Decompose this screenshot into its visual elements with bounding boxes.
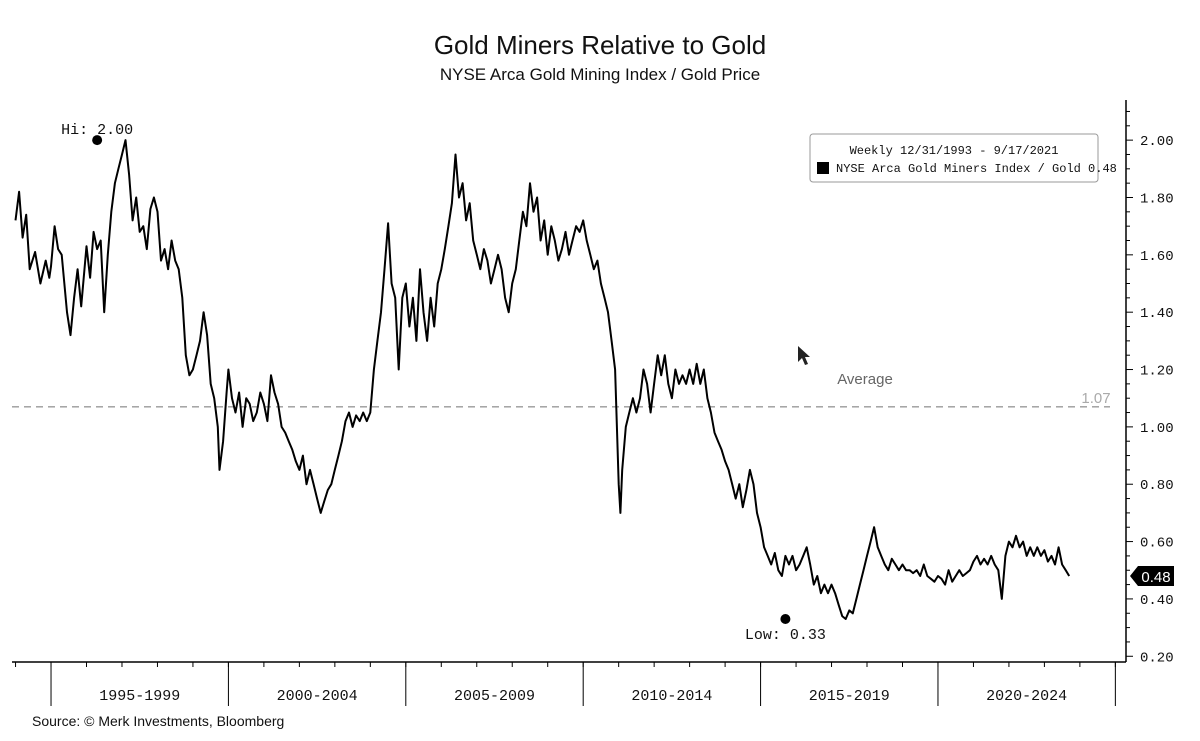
average-layer: Average 1.07: [12, 371, 1111, 408]
chart-title: Gold Miners Relative to Gold: [433, 30, 767, 60]
x-category-label: 2010-2014: [631, 688, 712, 705]
x-category-label: 2000-2004: [277, 688, 358, 705]
x-category-label: 1995-1999: [99, 688, 180, 705]
y-tick-label: 1.40: [1140, 306, 1174, 322]
x-category-label: 2015-2019: [809, 688, 890, 705]
last-value-label: 0.48: [1141, 569, 1170, 586]
legend-swatch: [817, 162, 829, 174]
x-category-label: 2005-2009: [454, 688, 535, 705]
low-label: Low: 0.33: [745, 627, 826, 644]
source-note: Source: © Merk Investments, Bloomberg: [32, 713, 285, 729]
high-label: Hi: 2.00: [61, 122, 133, 139]
mouse-pointer-icon: [798, 346, 810, 365]
y-tick-label: 1.20: [1140, 364, 1174, 380]
y-tick-label: 1.80: [1140, 191, 1174, 207]
legend: Weekly 12/31/1993 - 9/17/2021 NYSE Arca …: [809, 133, 1117, 183]
y-tick-label: 1.00: [1140, 421, 1174, 437]
axis-layer: 2.00 1.80 1.60 1.40 1.20 1.00 0.80 0.60 0.40 0.20…: [12, 100, 1174, 706]
y-tick-label: 0.80: [1140, 478, 1174, 494]
legend-box: [809, 133, 1099, 183]
high-marker: [92, 135, 103, 146]
y-tick-label: 0.60: [1140, 536, 1174, 552]
chart-subtitle: NYSE Arca Gold Mining Index / Gold Price: [439, 65, 761, 84]
x-category-label: 2020-2024: [986, 688, 1067, 705]
average-value-label: 1.07: [1081, 390, 1110, 407]
legend-period: Weekly 12/31/1993 - 9/17/2021: [850, 144, 1059, 158]
series-layer: [14, 139, 1071, 620]
y-tick-label: 2.00: [1140, 134, 1174, 150]
last-value-badge: [1130, 565, 1174, 586]
y-tick-label: 0.40: [1140, 593, 1174, 609]
series-line: [14, 139, 1071, 620]
y-tick-label: 1.60: [1140, 249, 1174, 265]
low-marker: [780, 613, 791, 624]
legend-entry: NYSE Arca Gold Miners Index / Gold 0.48: [836, 162, 1117, 176]
average-label: Average: [837, 371, 893, 388]
y-tick-label: 0.20: [1140, 650, 1174, 666]
annotation-layer: Hi: 2.00 Low: 0.33 0.48: [61, 122, 1174, 644]
